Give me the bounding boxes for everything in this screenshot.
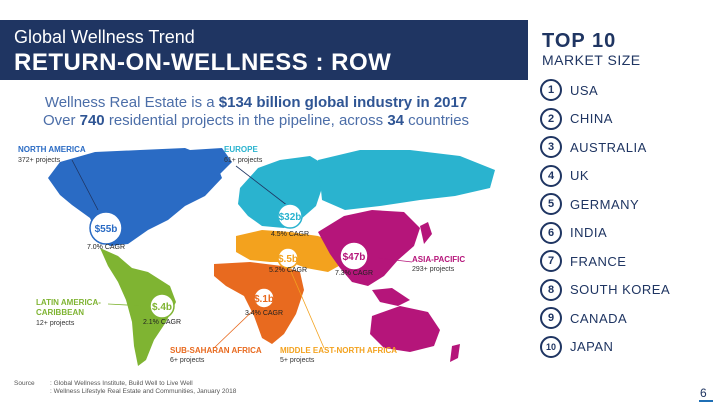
region-asia-pacific-shape xyxy=(318,210,420,286)
rank-badge: 3 xyxy=(540,136,562,158)
region-australia-shape xyxy=(370,306,440,352)
rank-item: 6 INDIA xyxy=(540,221,607,245)
connector-mena xyxy=(285,259,325,349)
region-north-america-shape xyxy=(48,148,222,246)
headline-line-2: Over 740 residential projects in the pip… xyxy=(0,112,512,129)
bubble-latin-america xyxy=(149,293,175,319)
rank-country: CHINA xyxy=(570,111,613,126)
world-map: $55b 7.0% CAGR $32b 4.5% CAGR $47b 7.3% … xyxy=(18,145,495,366)
header-subtitle: RETURN-ON-WELLNESS : ROW xyxy=(14,49,392,76)
cagr-north-america: 7.0% CAGR xyxy=(87,244,125,251)
region-greenland-shape xyxy=(190,148,232,176)
rank-badge: 7 xyxy=(540,250,562,272)
region-name-mena: MIDDLE EAST-NORTH AFRICA xyxy=(280,346,397,355)
top10-subtitle: MARKET SIZE xyxy=(542,52,641,68)
rank-item: 1 USA xyxy=(540,78,598,102)
bubble-europe xyxy=(277,203,303,229)
rank-item: 4 UK xyxy=(540,164,589,188)
rank-badge: 2 xyxy=(540,107,562,130)
rank-country: USA xyxy=(570,82,599,98)
headline-line-1-bold: $134 billion global industry in 2017 xyxy=(218,94,468,111)
bubble-asia-pacific xyxy=(339,241,369,271)
value-north-america: $55b xyxy=(95,224,118,235)
connector-asia-pacific xyxy=(377,257,413,263)
connector-europe xyxy=(235,165,289,207)
value-europe: $32b xyxy=(279,212,302,223)
region-japan-shape xyxy=(420,222,432,244)
region-name-europe: EUROPE xyxy=(224,145,258,154)
source-text: : Global Wellness Institute, Build Well … xyxy=(50,380,236,396)
rank-badge: 5 xyxy=(540,193,562,215)
rank-badge: 6 xyxy=(540,221,562,244)
connector-sub-saharan xyxy=(213,301,263,349)
cagr-latin-america: 2.1% CAGR xyxy=(143,319,181,326)
connector-north-america xyxy=(71,159,99,211)
cagr-europe: 4.5% CAGR xyxy=(271,231,309,238)
region-name-sub-saharan: SUB-SAHARAN AFRICA xyxy=(170,346,262,355)
region-name-latin-america-2: CARIBBEAN xyxy=(36,308,84,317)
headline-line-2-bold-2: 34 xyxy=(387,112,404,129)
region-nz-shape xyxy=(450,344,460,362)
page-number: 6 xyxy=(700,386,707,400)
region-projects-europe: 61+ projects xyxy=(224,157,263,164)
source-line-1: : Global Wellness Institute, Build Well … xyxy=(50,380,193,387)
rank-country: INDIA xyxy=(570,225,608,240)
region-name-latin-america-1: LATIN AMERICA- xyxy=(36,298,101,307)
top10-title: TOP 10 xyxy=(542,30,617,52)
page-number-underline xyxy=(699,400,713,402)
header-band xyxy=(0,20,528,80)
region-se-asia-shape xyxy=(372,288,410,306)
rank-item: 2 CHINA xyxy=(540,107,613,131)
rank-item: 10 JAPAN xyxy=(540,335,613,359)
rank-item: 7 FRANCE xyxy=(540,249,626,273)
rank-badge: 1 xyxy=(540,79,562,101)
headline-line-2-mid: residential projects in the pipeline, ac… xyxy=(104,112,388,129)
rank-item: 8 SOUTH KOREA xyxy=(540,278,670,302)
headline-line-1-pre: Wellness Real Estate is a xyxy=(44,94,219,111)
rank-country: AUSTRALIA xyxy=(570,139,647,155)
rank-country: UK xyxy=(570,168,590,183)
region-projects-mena: 5+ projects xyxy=(280,357,315,364)
headline-line-2-pre: Over xyxy=(42,112,80,129)
value-sub-saharan: $.1b xyxy=(254,294,274,305)
region-projects-asia-pacific: 293+ projects xyxy=(412,266,455,273)
region-projects-north-america: 372+ projects xyxy=(18,157,61,164)
rank-badge: 10 xyxy=(540,335,562,358)
bubble-north-america xyxy=(89,211,123,245)
headline-line-2-post: countries xyxy=(404,112,470,129)
cagr-mena: 5.2% CAGR xyxy=(269,267,307,274)
value-asia-pacific: $47b xyxy=(343,252,366,263)
source-label: Source xyxy=(14,380,35,387)
rank-item: 9 CANADA xyxy=(540,306,627,330)
header-title: Global Wellness Trend xyxy=(14,27,195,47)
rank-badge: 8 xyxy=(540,278,562,301)
cagr-sub-saharan: 3.4% CAGR xyxy=(245,310,283,317)
rank-country: CANADA xyxy=(570,310,628,326)
region-projects-sub-saharan: 6+ projects xyxy=(170,357,205,364)
rank-country: JAPAN xyxy=(570,339,614,354)
region-latin-america-shape xyxy=(100,248,176,366)
rank-country: SOUTH KOREA xyxy=(570,282,671,297)
value-latin-america: $.4b xyxy=(152,302,172,313)
headline-line-2-bold-1: 740 xyxy=(79,112,105,129)
rank-country: GERMANY xyxy=(570,196,640,212)
value-mena: $.5b xyxy=(278,254,298,265)
region-russia-shape xyxy=(318,150,495,210)
bubble-sub-saharan xyxy=(253,287,275,309)
cagr-asia-pacific: 7.3% CAGR xyxy=(335,270,373,277)
region-name-north-america: NORTH AMERICA xyxy=(18,145,86,154)
headline-line-1: Wellness Real Estate is a $134 billion g… xyxy=(0,94,512,111)
rank-item: 3 AUSTRALIA xyxy=(540,135,647,159)
bubble-mena xyxy=(277,247,299,269)
rank-badge: 4 xyxy=(540,164,562,187)
region-name-asia-pacific: ASIA-PACIFIC xyxy=(412,255,465,264)
region-projects-latin-america: 12+ projects xyxy=(36,320,75,327)
rank-badge: 9 xyxy=(540,307,562,329)
region-europe-shape xyxy=(238,156,330,228)
rank-country: FRANCE xyxy=(570,253,627,269)
connector-latin-america xyxy=(107,303,147,307)
source-line-2: : Wellness Lifestyle Real Estate and Com… xyxy=(50,388,237,395)
rank-item: 5 GERMANY xyxy=(540,192,639,216)
